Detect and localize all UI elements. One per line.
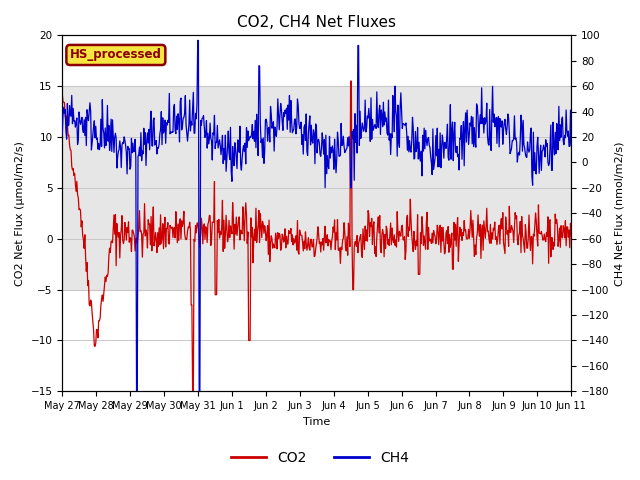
Bar	[62, 86, 572, 289]
Legend: CO2, CH4: CO2, CH4	[225, 445, 415, 471]
Y-axis label: CH4 Net Flux (nmol/m2/s): CH4 Net Flux (nmol/m2/s)	[615, 141, 625, 286]
Text: HS_processed: HS_processed	[70, 48, 162, 61]
Title: CO2, CH4 Net Fluxes: CO2, CH4 Net Fluxes	[237, 15, 396, 30]
X-axis label: Time: Time	[303, 417, 330, 427]
Y-axis label: CO2 Net Flux (μmol/m2/s): CO2 Net Flux (μmol/m2/s)	[15, 141, 25, 286]
